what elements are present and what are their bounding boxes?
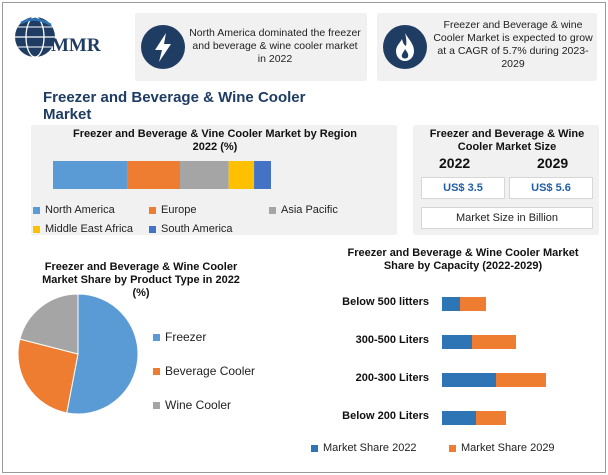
capacity-chart-title: Freezer and Beverage & Wine Cooler Marke… [347,247,579,272]
region-chart-title: Freezer and Beverage & Vine Cooler Marke… [72,128,358,153]
year-2022: 2022 [439,155,471,171]
highlight-card-2: Freezer and Beverage & wine Cooler Marke… [377,13,597,81]
region-bar-segment-north-america [53,161,128,189]
region-bar-segment-europe [127,161,180,189]
logo-text: MMR [51,35,101,56]
highlight-text-2: Freezer and Beverage & wine Cooler Marke… [433,19,593,70]
globe-icon [15,16,55,58]
capacity-bar-market-share-2029 [460,297,486,311]
region-bar-segment-south-america [254,161,271,189]
region-bar-segment-asia-pacific [179,161,229,189]
capacity-bar-market-share-2022 [442,411,476,425]
capacity-label: Below 200 Liters [342,410,429,422]
capacity-bar-market-share-2029 [472,335,516,349]
market-size-value-2022: US$ 3.5 [421,177,505,199]
region-bar-segment-middle-east-africa [228,161,255,189]
capacity-bar-market-share-2022 [442,335,472,349]
legend-item-market-share-2022: Market Share 2022 [311,442,417,454]
capacity-label: 200-300 Liters [355,372,429,384]
legend-swatch [33,225,40,233]
highlight-text-1: North America dominated the freezer and … [189,27,361,65]
flame-icon [396,33,414,61]
capacity-bar-market-share-2029 [476,411,506,425]
legend-item-europe: Europe [149,204,196,216]
pie-slice-freezer [66,293,139,415]
market-size-value-2029: US$ 5.6 [509,177,593,199]
capacity-label: 300-500 Liters [355,334,429,346]
legend-item-asia-pacific: Asia Pacific [269,204,338,216]
lightning-icon [155,33,171,62]
pie-slice-wine-cooler [19,293,79,355]
capacity-label: Below 500 litters [342,296,429,308]
highlight-icon-circle [141,25,185,69]
logo: MMR [13,15,133,61]
product-type-pie [17,293,139,415]
legend-swatch [153,367,160,375]
capacity-bars [442,297,546,425]
legend-item-beverage-cooler: Beverage Cooler [153,365,255,377]
legend-swatch [149,225,156,233]
legend-swatch [269,206,276,214]
legend-swatch [311,444,318,452]
page-title: Freezer and Beverage & Wine Cooler Marke… [43,89,306,123]
legend-item-wine-cooler: Wine Cooler [153,399,231,411]
legend-item-south-america: South America [149,223,233,235]
legend-item-market-share-2029: Market Share 2029 [449,442,555,454]
highlight-card-1: North America dominated the freezer and … [135,13,367,81]
legend-item-north-america: North America [33,204,115,216]
legend-item-freezer: Freezer [153,331,206,343]
market-size-unit: Market Size in Billion [421,207,593,229]
market-size-title: Freezer and Beverage & Wine Cooler Marke… [429,128,585,153]
legend-swatch [33,206,40,214]
highlight-icon-circle [383,25,427,69]
legend-item-middle-east-africa: Middle East Africa [33,223,133,235]
legend-swatch [449,444,456,452]
legend-swatch [153,333,160,341]
capacity-bar-market-share-2022 [442,373,496,387]
region-stacked-bar [53,161,271,189]
legend-swatch [153,401,160,409]
legend-swatch [149,206,156,214]
capacity-bar-market-share-2029 [496,373,546,387]
pie-slice-beverage-cooler [17,338,79,414]
year-2029: 2029 [537,155,569,171]
product-type-chart-title: Freezer and Beverage & Wine Cooler Marke… [42,261,240,299]
capacity-bar-market-share-2022 [442,297,460,311]
